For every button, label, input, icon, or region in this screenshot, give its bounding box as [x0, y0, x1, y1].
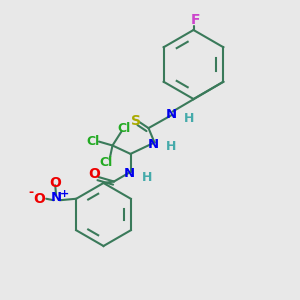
Text: N: N [123, 167, 135, 180]
Text: O: O [33, 192, 45, 206]
Text: H: H [166, 140, 176, 154]
Text: F: F [190, 13, 200, 27]
Text: O: O [88, 167, 100, 181]
Text: N: N [51, 191, 62, 204]
Text: S: S [131, 114, 142, 128]
Text: O: O [49, 176, 61, 190]
Text: Cl: Cl [100, 156, 113, 169]
Text: N: N [165, 108, 177, 121]
Text: -: - [29, 186, 34, 199]
Text: H: H [142, 171, 152, 184]
Text: Cl: Cl [118, 122, 131, 135]
Text: H: H [184, 112, 194, 125]
Text: +: + [60, 189, 69, 199]
Text: N: N [147, 137, 159, 151]
Text: Cl: Cl [86, 135, 100, 148]
